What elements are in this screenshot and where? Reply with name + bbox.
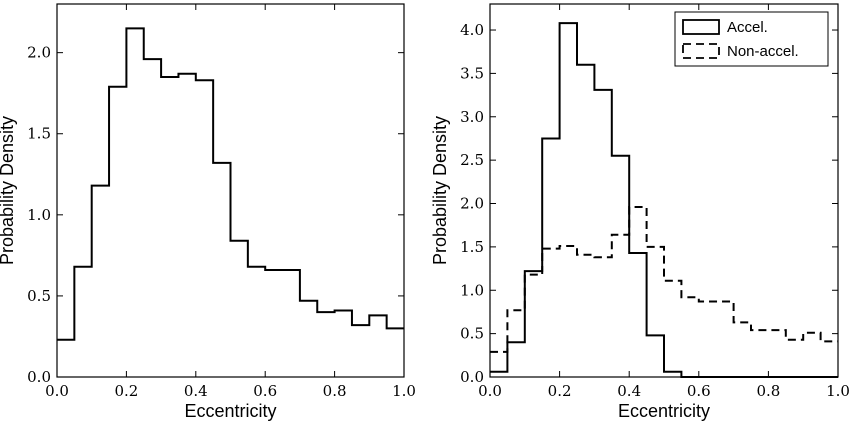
left-histogram-panel: 0.0 0.2 0.4 0.6 0.8 1.0 0.0 0.5 1.0 1.5 2.0 Eccentr… <box>0 3 416 421</box>
y-axis-label: Probability Density <box>0 116 17 265</box>
plot-frame <box>489 3 839 378</box>
legend-swatch-non-accel <box>682 43 720 59</box>
y-tick-label: 2.0 <box>27 44 51 62</box>
series-histogram-line <box>57 27 404 341</box>
x-tick-label: 0.4 <box>184 382 208 400</box>
y-tick-label: 1.0 <box>27 206 51 224</box>
y-tick-label: 0.5 <box>27 287 51 305</box>
right-histogram-panel: 0.0 0.2 0.4 0.6 0.8 1.0 0.0 0.5 1.0 1.5 2.0 2.5 3.0 3… <box>430 3 850 421</box>
x-tick-label: 1.0 <box>392 382 416 400</box>
y-tick-label: 4.0 <box>460 21 484 39</box>
x-tick-label: 0.8 <box>756 382 780 400</box>
x-tick-label: 0.0 <box>478 382 502 400</box>
plot-frame <box>56 3 405 378</box>
y-tick-label: 0.0 <box>27 368 51 386</box>
series-non-accel-line <box>490 205 838 353</box>
y-tick-label: 3.0 <box>460 108 484 126</box>
y-tick-label: 0.5 <box>460 325 484 343</box>
x-tick-label: 0.6 <box>253 382 277 400</box>
series-accel-line <box>490 22 838 378</box>
x-tick-label: 0.4 <box>617 382 641 400</box>
x-tick-label: 1.0 <box>826 382 850 400</box>
x-tick-label: 0.8 <box>323 382 347 400</box>
legend-box <box>674 11 829 67</box>
y-tick-label: 3.5 <box>460 64 484 82</box>
y-tick-label: 2.0 <box>460 195 484 213</box>
x-tick-label: 0.6 <box>687 382 711 400</box>
y-tick-label: 1.0 <box>460 281 484 299</box>
y-axis-label: Probability Density <box>430 116 450 265</box>
y-tick-label: 1.5 <box>27 125 51 143</box>
x-tick-label: 0.0 <box>45 382 69 400</box>
y-tick-label: 2.5 <box>460 151 484 169</box>
legend-label-accel: Accel. <box>727 19 768 36</box>
legend: Accel. Non-accel. <box>674 11 829 67</box>
legend-swatch-accel <box>682 19 720 35</box>
y-tick-label: 0.0 <box>460 368 484 386</box>
x-axis-label: Eccentricity <box>618 401 710 421</box>
x-tick-label: 0.2 <box>114 382 138 400</box>
x-axis-label: Eccentricity <box>184 401 276 421</box>
y-tick-label: 1.5 <box>460 238 484 256</box>
x-tick-label: 0.2 <box>548 382 572 400</box>
legend-label-non-accel: Non-accel. <box>727 43 799 60</box>
